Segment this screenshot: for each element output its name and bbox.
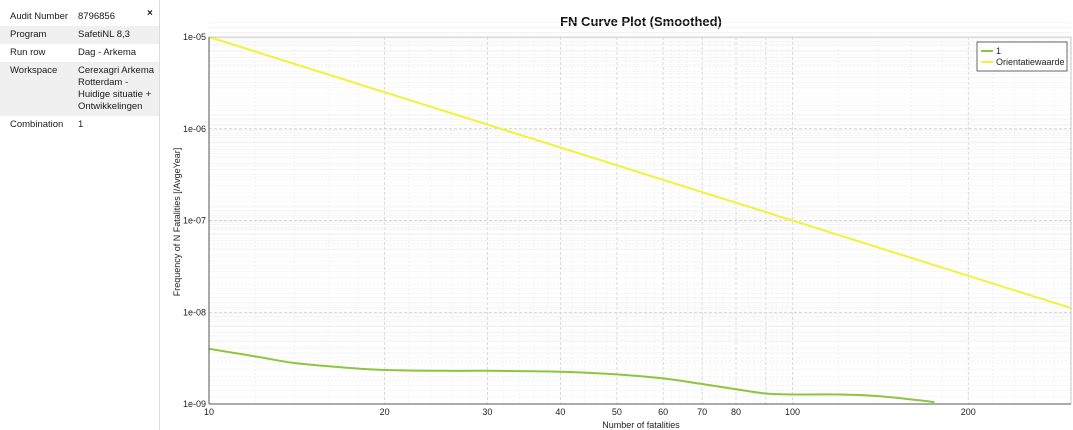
y-axis-label: Frequency of N Fatalities [/AvgeYear]	[172, 148, 182, 297]
legend-label: Orientatiewaarde	[996, 57, 1065, 67]
x-tick-label: 40	[555, 407, 565, 417]
x-tick-label: 200	[961, 407, 976, 417]
property-value-line: 1	[78, 119, 84, 130]
property-value-line: Rotterdam -	[78, 77, 129, 88]
x-tick-label: 20	[380, 407, 390, 417]
x-tick-label: 30	[482, 407, 492, 417]
series-1-line	[208, 347, 935, 404]
y-tick-label: 1e-05	[183, 32, 206, 42]
grid	[208, 22, 1072, 405]
property-value-line: 8796856	[78, 11, 115, 22]
property-value: Cerexagri Arkema Rotterdam - Huidige situa…	[78, 65, 159, 113]
y-tick-label: 1e-06	[183, 124, 206, 134]
property-key: Combination	[10, 119, 64, 130]
property-value-line: Cerexagri Arkema	[78, 65, 155, 76]
x-tick-label: 10	[204, 407, 214, 417]
x-tick-label: 60	[658, 407, 668, 417]
y-tick-label: 1e-07	[183, 216, 206, 226]
property-value: SafetiNL 8,3	[78, 29, 159, 41]
property-row: Combination 1	[0, 116, 159, 134]
y-tick-label: 1e-09	[183, 399, 206, 409]
property-row: Program SafetiNL 8,3	[0, 26, 159, 44]
x-tick-label: 80	[731, 407, 741, 417]
chart-area: FN Curve Plot (Smoothed) 10 20 30 40 50 60 70 8…	[160, 0, 1073, 430]
property-value: 8796856	[78, 11, 159, 23]
property-value: 1	[78, 119, 159, 131]
axes: 10 20 30 40 50 60 70 80 100 200 1e-09 1e-08 1e-07 1e-…	[183, 32, 1072, 417]
property-row: Run row Dag - Arkema	[0, 44, 159, 62]
property-value-line: SafetiNL 8,3	[78, 29, 130, 40]
orientatiewaarde-line	[208, 36, 1072, 310]
property-key: Workspace	[10, 65, 58, 76]
x-axis-label: Number of fatalities	[602, 420, 680, 430]
property-value-line: Ontwikkelingen	[78, 101, 143, 112]
close-icon[interactable]: ×	[147, 8, 153, 19]
x-tick-label: 70	[697, 407, 707, 417]
chart-title: FN Curve Plot (Smoothed)	[560, 14, 722, 29]
x-tick-label: 100	[785, 407, 800, 417]
property-key: Audit Number	[10, 11, 69, 22]
legend-box	[976, 41, 1068, 72]
fn-curve-chart: FN Curve Plot (Smoothed) 10 20 30 40 50 60 70 8…	[172, 14, 1072, 430]
series-group	[208, 36, 1072, 404]
property-row: Workspace Cerexagri Arkema Rotterdam - Huid…	[0, 62, 159, 116]
property-key: Program	[10, 29, 47, 40]
property-row: Audit Number 8796856	[0, 8, 159, 26]
properties-table: Audit Number 8796856 Program SafetiNL 8,3 Ru…	[0, 0, 159, 134]
x-tick-label: 50	[612, 407, 622, 417]
property-value-line: Dag - Arkema	[78, 47, 137, 58]
property-value: Dag - Arkema	[78, 47, 159, 59]
y-tick-label: 1e-08	[183, 307, 206, 317]
properties-panel: × Audit Number 8796856 Program SafetiNL 8,3…	[0, 0, 160, 430]
property-key: Run row	[10, 47, 46, 58]
property-value-line: Huidige situatie +	[78, 89, 152, 100]
legend-label: 1	[996, 46, 1001, 56]
